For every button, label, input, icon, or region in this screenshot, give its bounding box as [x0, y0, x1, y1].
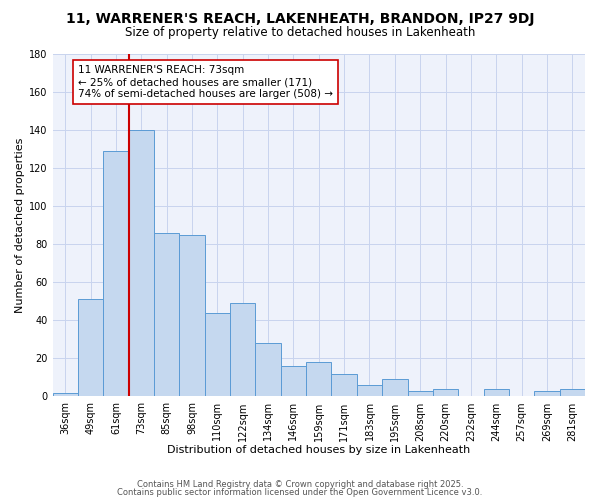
Bar — [382, 380, 407, 396]
Bar — [256, 343, 281, 396]
Bar — [128, 130, 154, 396]
Bar — [154, 233, 179, 396]
Y-axis label: Number of detached properties: Number of detached properties — [15, 138, 25, 313]
Text: 11, WARRENER'S REACH, LAKENHEATH, BRANDON, IP27 9DJ: 11, WARRENER'S REACH, LAKENHEATH, BRANDO… — [66, 12, 534, 26]
Text: Contains HM Land Registry data © Crown copyright and database right 2025.: Contains HM Land Registry data © Crown c… — [137, 480, 463, 489]
Bar — [78, 300, 103, 396]
Bar — [205, 313, 230, 396]
Text: 11 WARRENER'S REACH: 73sqm
← 25% of detached houses are smaller (171)
74% of sem: 11 WARRENER'S REACH: 73sqm ← 25% of deta… — [78, 66, 333, 98]
Bar — [560, 389, 585, 396]
Bar — [230, 303, 256, 396]
Bar — [179, 234, 205, 396]
Bar — [331, 374, 357, 396]
Bar — [306, 362, 331, 396]
Bar — [53, 392, 78, 396]
Bar — [534, 391, 560, 396]
Bar — [103, 151, 128, 396]
Bar — [281, 366, 306, 396]
Bar — [433, 389, 458, 396]
Bar — [407, 391, 433, 396]
Bar — [357, 385, 382, 396]
Text: Size of property relative to detached houses in Lakenheath: Size of property relative to detached ho… — [125, 26, 475, 39]
Bar — [484, 389, 509, 396]
Text: Contains public sector information licensed under the Open Government Licence v3: Contains public sector information licen… — [118, 488, 482, 497]
X-axis label: Distribution of detached houses by size in Lakenheath: Distribution of detached houses by size … — [167, 445, 470, 455]
